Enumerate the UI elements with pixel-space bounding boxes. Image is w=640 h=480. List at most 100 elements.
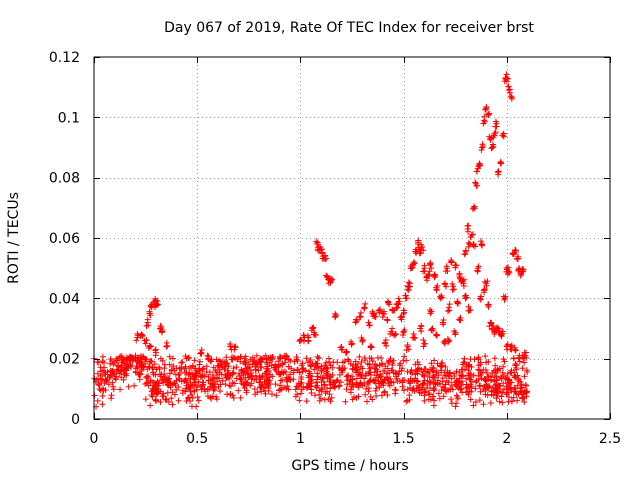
data-point [198,386,205,393]
data-point [401,309,408,316]
data-point [279,360,286,367]
data-point [188,403,195,410]
data-point [195,397,202,404]
data-point [468,378,475,385]
data-point [378,382,385,389]
data-point [405,346,412,353]
data-point [485,303,492,310]
data-point [406,380,413,387]
data-point [287,377,294,384]
data-point [242,374,249,381]
data-point [163,343,170,350]
data-point [167,384,174,391]
data-point [466,387,473,394]
data-point [219,377,226,384]
data-point [481,113,488,120]
data-point [344,356,351,363]
data-point [182,377,189,384]
data-point [446,301,453,308]
data-point [477,382,484,389]
data-point [481,278,488,285]
data-point [499,369,506,376]
data-point [233,364,240,371]
data-point [448,257,455,264]
data-point [483,359,490,366]
data-point [207,394,214,401]
data-point [333,377,340,384]
y-tick-label: 0.06 [49,231,80,247]
axis-ticks: 0 0.5 1 1.5 2 2.5 0 0.02 0.04 0.06 0.08 0.1 0.12 [49,50,621,447]
data-point [356,353,363,360]
data-point [119,358,126,365]
data-point [255,367,262,374]
data-point [229,354,236,361]
data-point [482,106,489,113]
data-point [349,373,356,380]
data-point [354,381,361,388]
data-point [384,317,391,324]
data-point [415,387,422,394]
data-point [446,307,453,314]
data-point [484,373,491,380]
data-point [487,399,494,406]
data-point [402,295,409,302]
data-point [352,319,359,326]
data-point [350,383,357,390]
data-point [337,379,344,386]
data-point [185,394,192,401]
data-point [322,390,329,397]
data-point [379,313,386,320]
data-point [454,394,461,400]
data-point [133,365,140,372]
data-point [97,372,104,379]
data-point [312,383,319,390]
data-point [105,381,112,388]
data-point [450,286,457,293]
data-point [166,353,173,360]
data-point [313,238,320,245]
data-point [303,355,310,362]
data-point [131,382,138,389]
data-point [465,222,472,229]
data-point [189,362,196,369]
data-point [521,359,528,366]
data-point [477,359,484,366]
data-point [382,339,389,346]
data-point [185,354,192,361]
data-point [400,310,407,317]
data-point [203,368,210,375]
data-point [483,282,490,289]
data-point [519,268,526,275]
data-point [307,357,314,364]
data-point [440,319,447,326]
data-point [357,309,364,316]
data-point [476,397,483,404]
data-point [429,364,436,371]
data-point [523,393,530,400]
data-point [142,340,149,347]
data-point [121,371,128,378]
data-point [519,384,526,391]
data-point [452,403,459,410]
data-point [479,242,486,249]
data-point [493,395,500,402]
data-point [516,358,523,365]
data-point [166,370,173,377]
data-point [503,71,510,78]
data-point [258,356,265,363]
data-point [413,377,420,384]
data-point [226,382,233,389]
data-point [401,327,408,334]
data-point [230,395,237,402]
data-point [452,262,459,269]
data-point [515,267,522,274]
data-point [94,359,101,366]
data-point [477,388,484,395]
data-point [338,343,345,350]
data-point [146,342,153,349]
data-point [394,378,401,385]
data-point [459,389,466,396]
data-point [269,373,276,380]
data-point [135,358,142,365]
data-point [523,354,530,361]
